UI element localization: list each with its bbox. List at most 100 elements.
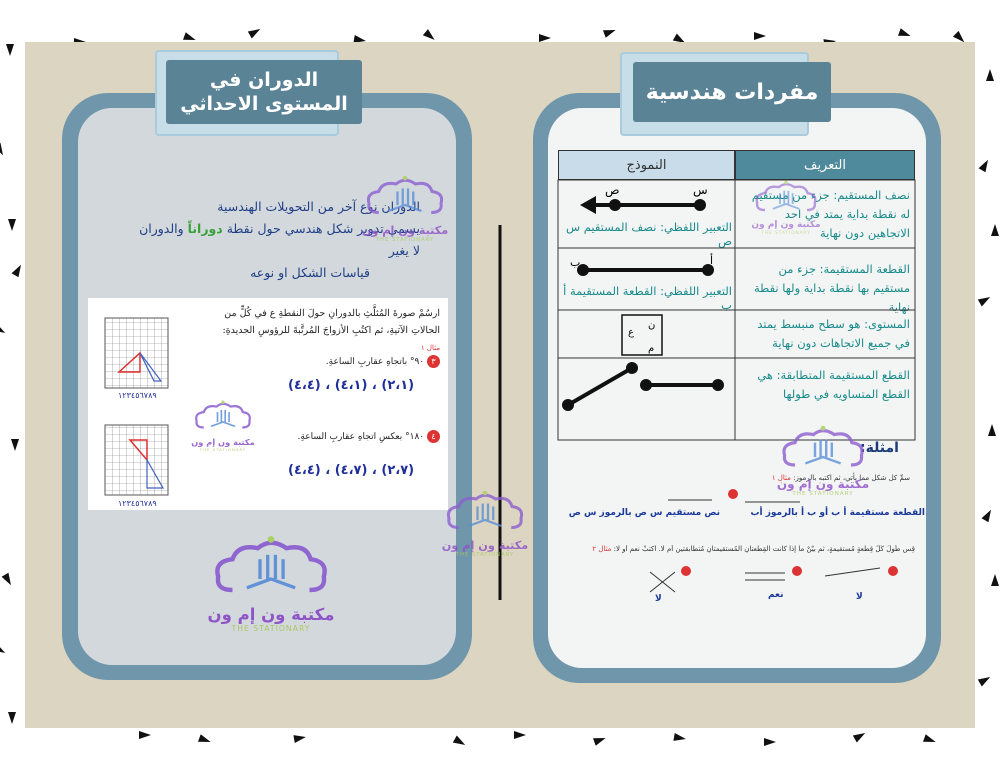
point: [694, 199, 706, 211]
prompt-text: ارسُمْ صورةَ المُثلَّثِ بالدورانِ حولَ ا…: [222, 308, 440, 336]
triangle-decoration: [6, 44, 14, 56]
triangle-decoration: [981, 509, 991, 523]
examples-prompt: سمِّ كل شكل مما يأتي، ثم اكتبه بالرموز: …: [700, 474, 910, 482]
exercise-prompt: ارسُمْ صورةَ المُثلَّثِ بالدورانِ حولَ ا…: [215, 305, 440, 357]
triangle-decoration: [952, 30, 965, 43]
triangle-decoration: [11, 264, 21, 278]
triangle-decoration: [197, 734, 211, 743]
item-number: ٣: [427, 355, 440, 368]
triangle-decoration: [353, 35, 366, 43]
point: [626, 362, 638, 374]
watermark-tagline: THE STATIONARY: [761, 230, 811, 235]
triangle-decoration: [977, 677, 991, 687]
watermark: مكتبة ون إم ون THE STATIONARY: [440, 490, 530, 558]
watermark-name: مكتبة ون إم ون: [776, 477, 870, 491]
point: [609, 199, 621, 211]
triangle-decoration: [991, 224, 999, 236]
definition: القطعة المستقيمة: جزء من مستقيم بها نقطة…: [753, 262, 910, 314]
table-grid: [557, 179, 916, 441]
triangle-decoration: [8, 219, 16, 231]
example-answer: القطعة مستقيمة أ ب أو ب أ بالرموز أب: [750, 508, 925, 518]
header-cell: النموذج: [558, 150, 735, 180]
example-markers: [681, 489, 898, 576]
title-line: المستوى الاحداثي: [180, 93, 348, 115]
marker: [728, 489, 738, 499]
triangle-decoration: [0, 142, 3, 156]
point: [577, 264, 589, 276]
axis-digits: ١٢٣٤٥٦٧٨٩: [118, 499, 157, 508]
grid: [104, 424, 169, 496]
watermark-logo: [215, 536, 327, 593]
point-label: م: [648, 343, 654, 354]
watermark: مكتبة ون إم ون THE STATIONARY: [190, 400, 256, 452]
definition: القطع المستقيمة المتطابقة: هي القطع المت…: [757, 368, 910, 401]
item-text: ١٨٠° بعكسِ اتجاهِ عقاربِ الساعةِ.: [297, 432, 425, 442]
watermark: مكتبة ون إم ون THE STATIONARY: [750, 180, 822, 235]
point-label: ص: [605, 183, 620, 198]
marker: [681, 566, 691, 576]
triangle-decoration: [764, 738, 776, 746]
triangle-decoration: [139, 731, 151, 739]
caption: التعبير اللفظي: نصف المستقيم س ص: [566, 220, 732, 248]
watermark-tagline: THE STATIONARY: [455, 552, 515, 558]
triangle-decoration: [672, 33, 686, 43]
axis-digits: ١٢٣٤٥٦٧٨٩: [118, 391, 157, 400]
highlight: دوراناً: [187, 221, 223, 236]
point-label: أ: [710, 253, 713, 267]
triangle-decoration: [0, 323, 6, 333]
triangle-decoration: [1, 572, 11, 586]
instruction-text: قِس طُولَ كُلِّ قِطعةٍ مُستقيمةٍ، ثم بيّ…: [613, 545, 915, 553]
paragraph-line: قياسات الشكل او نوعه: [250, 265, 370, 280]
triangle-decoration: [978, 159, 988, 173]
exercise-answer: (٢،٧) ، (٤،٧) ، (٤،٤): [288, 463, 415, 478]
example-sketches: [649, 499, 881, 593]
plane: [621, 314, 663, 356]
text: يسمى تدوير شكل هندسي حول نقطة: [226, 221, 420, 236]
point-label: ع: [628, 327, 634, 338]
triangle-decoration: [922, 734, 936, 743]
arrowhead: [580, 196, 596, 214]
triangle-decoration: [182, 32, 196, 41]
header-text: التعريف: [803, 157, 846, 173]
watermark-tagline: THE STATIONARY: [231, 624, 311, 633]
header-cell: التعريف: [735, 150, 915, 180]
exercise-item: ٤ ١٨٠° بعكسِ اتجاهِ عقاربِ الساعةِ.: [240, 430, 440, 443]
text: والدوران لا يغير: [139, 221, 420, 258]
watermark-tagline: THE STATIONARY: [375, 237, 435, 243]
exercise-item: ٣ ٩٠° باتجاهِ عقاربِ الساعةِ.: [260, 355, 440, 368]
item-text: ٩٠° باتجاهِ عقاربِ الساعةِ.: [325, 357, 425, 367]
left-title: الدوران في المستوى الاحداثي: [166, 60, 362, 124]
header-text: النموذج: [626, 157, 667, 173]
triangle-decoration: [422, 29, 435, 40]
triangle-decoration: [988, 424, 996, 436]
watermark-logo: [195, 400, 251, 429]
watermark-logo: [782, 425, 864, 467]
title-line: الدوران في: [209, 69, 319, 91]
triangle-decoration: [592, 737, 606, 746]
triangle-decoration: [602, 29, 616, 38]
watermark: مكتبة ون إم ون THE STATIONARY: [205, 535, 337, 633]
instruction: قِس طُولَ كُلِّ قِطعةٍ مُستقيمةٍ، ثم بيّ…: [565, 545, 915, 553]
watermark-name: مكتبة ون إم ون: [207, 605, 335, 624]
point: [640, 379, 652, 391]
prompt-text: سمِّ كل شكل مما يأتي، ثم اكتبه بالرموز:: [793, 474, 910, 482]
triangle: [139, 352, 163, 382]
marker: [888, 566, 898, 576]
triangle-decoration: [247, 29, 261, 39]
watermark-tagline: THE STATIONARY: [792, 491, 854, 497]
watermark-name: مكتبة ون إم ون: [441, 539, 529, 552]
triangle: [128, 439, 148, 463]
watermark-name: مكتبة ون إم ون: [191, 437, 255, 447]
triangle-decoration: [8, 712, 16, 724]
point-label: ب: [570, 256, 580, 269]
triangle-decoration: [673, 733, 686, 741]
example-answer: نص مستقيم س ص بالرموز س ص: [568, 508, 720, 518]
ref: مثال ١: [771, 474, 791, 482]
triangle-decoration: [514, 731, 526, 739]
triangle-decoration: [852, 733, 866, 743]
watermark: مكتبة ون إم ون THE STATIONARY: [775, 425, 871, 497]
segment: [649, 571, 676, 593]
watermark-name: مكتبة ون إم ون: [361, 224, 449, 237]
